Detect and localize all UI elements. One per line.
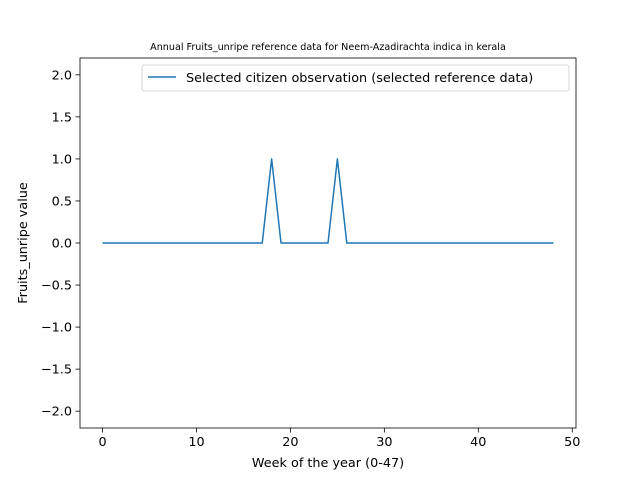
x-axis-label: Week of the year (0-47) — [252, 456, 404, 471]
y-tick-label: 0.0 — [52, 237, 72, 252]
x-tick-label: 20 — [282, 435, 298, 450]
legend-box — [141, 64, 570, 92]
y-tick-label: 0.5 — [52, 194, 72, 209]
legend-label: Selected citizen observation (selected r… — [186, 71, 533, 86]
series-line — [102, 158, 554, 244]
x-tick-label: 40 — [470, 435, 486, 450]
y-tick-label: 2.0 — [52, 68, 72, 83]
x-tick-label: 30 — [376, 435, 392, 450]
series-layer — [102, 158, 554, 244]
x-axis-ticks: 0 10 20 30 40 50 — [98, 428, 580, 450]
y-axis-label: Fruits_unripe value — [16, 182, 31, 304]
y-axis-ticks: −2.0 −1.5 −1.0 −0.5 0.0 0.5 1.0 1.5 2.0 — [41, 68, 80, 420]
y-tick-label: −1.0 — [41, 321, 72, 336]
x-tick-label: 0 — [98, 435, 106, 450]
y-tick-label: −1.5 — [41, 363, 72, 378]
legend: Selected citizen observation (selected r… — [141, 64, 570, 92]
y-tick-label: 1.0 — [52, 152, 72, 167]
plot-area: 0 10 20 30 40 50 −2.0 −1.5 −1.0 −0.5 0.0 0.5 1.0 1.5… — [41, 57, 580, 450]
y-tick-label: 1.5 — [52, 110, 72, 125]
y-tick-label: −0.5 — [41, 279, 72, 294]
chart-title: Annual Fruits_unripe reference data for … — [150, 42, 506, 53]
plot-frame — [79, 57, 577, 429]
x-tick-label: 10 — [188, 435, 204, 450]
x-tick-label: 50 — [564, 435, 580, 450]
y-tick-label: −2.0 — [41, 405, 72, 420]
